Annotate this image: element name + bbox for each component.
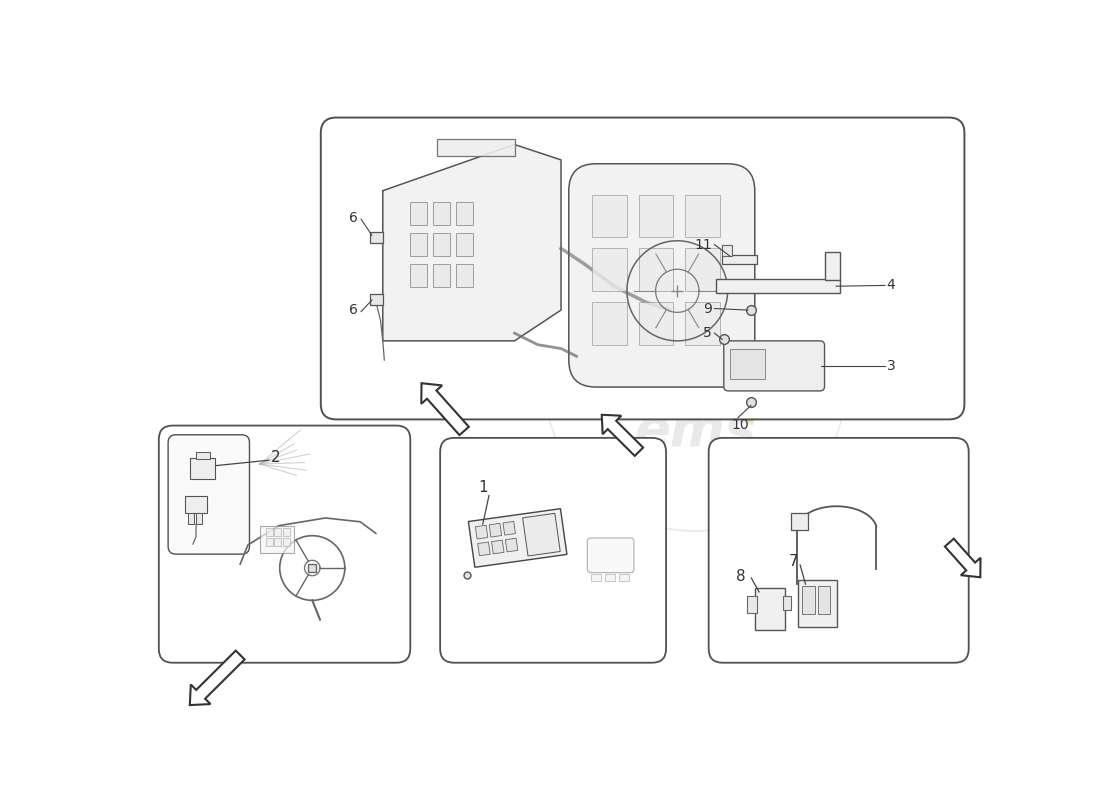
Bar <box>716 279 840 293</box>
Text: 6: 6 <box>349 303 358 317</box>
Bar <box>723 254 757 264</box>
Bar <box>274 538 282 546</box>
Bar <box>266 538 273 546</box>
Bar <box>490 523 502 537</box>
Bar <box>283 528 289 536</box>
Bar <box>638 249 673 291</box>
FancyBboxPatch shape <box>587 538 634 573</box>
FancyBboxPatch shape <box>158 426 410 662</box>
Bar <box>730 349 764 379</box>
Bar <box>619 574 629 581</box>
Bar <box>605 574 615 581</box>
Text: 2: 2 <box>272 450 280 466</box>
Bar <box>791 513 807 530</box>
Bar <box>592 302 627 345</box>
FancyBboxPatch shape <box>569 164 755 387</box>
Bar <box>783 596 791 610</box>
Bar <box>196 452 210 459</box>
Polygon shape <box>421 383 469 435</box>
FancyBboxPatch shape <box>321 118 965 419</box>
Text: 1: 1 <box>477 481 487 495</box>
Bar <box>592 574 602 581</box>
Bar <box>371 232 383 243</box>
Bar <box>433 264 450 287</box>
Bar <box>196 514 202 524</box>
Bar <box>433 233 450 256</box>
FancyBboxPatch shape <box>724 341 825 391</box>
Bar <box>260 526 295 553</box>
Bar <box>456 264 473 287</box>
Text: 4: 4 <box>887 278 895 293</box>
Bar <box>592 194 627 237</box>
Bar <box>818 586 830 614</box>
Text: 10: 10 <box>732 418 749 432</box>
Bar <box>469 509 566 567</box>
Bar <box>747 596 757 613</box>
Bar <box>522 514 560 556</box>
Bar <box>756 588 784 630</box>
Bar <box>798 580 837 626</box>
Bar <box>505 538 518 552</box>
Text: 9: 9 <box>703 302 712 315</box>
Bar <box>371 294 383 305</box>
Text: 5: 5 <box>703 326 712 340</box>
Text: ems: ems <box>635 405 757 457</box>
Text: since 1985: since 1985 <box>596 346 763 430</box>
Polygon shape <box>945 538 980 578</box>
Bar <box>685 302 719 345</box>
Polygon shape <box>602 414 644 456</box>
Bar <box>274 528 282 536</box>
Bar <box>185 496 207 514</box>
Bar <box>188 514 195 524</box>
Bar <box>410 202 427 226</box>
Text: a passion for details: a passion for details <box>476 430 667 516</box>
Bar <box>456 202 473 226</box>
FancyBboxPatch shape <box>168 435 250 554</box>
Text: 11: 11 <box>694 238 712 252</box>
Text: 7: 7 <box>789 554 799 569</box>
Text: eur: eur <box>646 313 745 365</box>
Bar <box>437 139 515 156</box>
FancyBboxPatch shape <box>708 438 969 662</box>
Text: 6: 6 <box>349 210 358 225</box>
FancyBboxPatch shape <box>440 438 667 662</box>
Bar <box>477 542 491 556</box>
Bar <box>410 233 427 256</box>
Bar <box>503 522 516 535</box>
Bar <box>283 538 289 546</box>
Text: 8: 8 <box>736 569 746 584</box>
Bar <box>825 252 840 280</box>
Bar <box>638 302 673 345</box>
Bar <box>475 526 487 539</box>
Bar <box>685 194 719 237</box>
Bar <box>638 194 673 237</box>
Bar <box>492 540 504 554</box>
Bar <box>456 233 473 256</box>
Polygon shape <box>190 650 244 705</box>
Bar <box>592 249 627 291</box>
Bar <box>190 458 214 479</box>
Polygon shape <box>383 145 561 341</box>
Bar <box>685 249 719 291</box>
Bar <box>803 586 815 614</box>
Text: oo: oo <box>647 350 757 427</box>
Bar <box>410 264 427 287</box>
Bar <box>433 202 450 226</box>
Text: 3: 3 <box>887 358 895 373</box>
Bar <box>266 528 273 536</box>
Bar <box>723 246 732 256</box>
